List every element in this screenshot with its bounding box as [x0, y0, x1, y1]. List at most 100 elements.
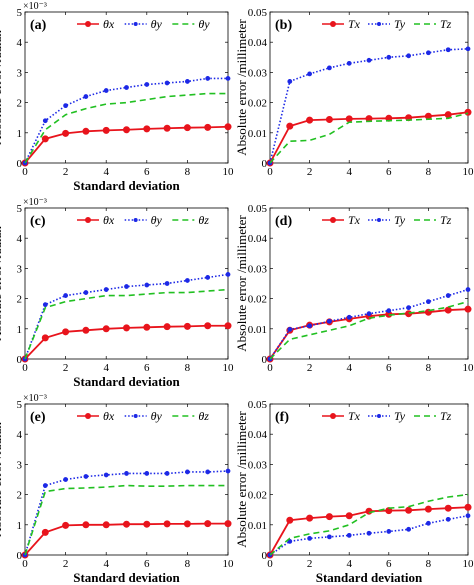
axis-multiplier: ×10⁻³ — [23, 393, 47, 404]
data-point — [366, 530, 372, 536]
x-tick-label: 10 — [223, 558, 235, 570]
data-point — [307, 323, 312, 329]
data-point — [42, 118, 48, 124]
data-point — [464, 305, 472, 313]
legend-marker — [330, 21, 336, 27]
legend-label: θx — [103, 17, 115, 31]
data-point — [63, 477, 68, 482]
data-point — [62, 521, 70, 529]
panel-label: (d) — [275, 214, 292, 229]
data-point — [224, 123, 232, 131]
series-z-2 — [24, 288, 229, 360]
data-point — [144, 471, 150, 476]
legend: θx θy θz — [77, 409, 209, 423]
y-tick-label: 2 — [17, 98, 23, 110]
series-x-0 — [21, 322, 232, 363]
legend-label: θx — [103, 213, 115, 227]
legend-label: Ty — [394, 17, 406, 31]
legend-marker — [330, 413, 336, 419]
legend-label: Tz — [440, 213, 452, 227]
y-tick-label: 3 — [17, 67, 23, 79]
y-tick-label: 5 — [17, 399, 23, 411]
axes-frame — [24, 11, 229, 164]
data-point — [346, 314, 352, 320]
data-point — [62, 129, 70, 137]
y-axis-label: Absolute error /radian — [0, 226, 4, 341]
data-point — [464, 503, 472, 511]
data-point — [82, 521, 90, 529]
x-tick-label: 8 — [426, 166, 432, 178]
data-point — [62, 328, 70, 336]
data-point — [346, 532, 352, 538]
data-point — [204, 322, 212, 330]
y-tick-label: 0.01 — [248, 128, 267, 140]
axes-frame — [24, 207, 229, 360]
x-tick-label: 2 — [307, 166, 313, 178]
x-tick-label: 4 — [103, 362, 109, 374]
data-point — [225, 468, 231, 474]
series-line — [24, 522, 228, 556]
data-point — [205, 275, 211, 280]
data-point — [424, 505, 432, 513]
data-point — [124, 85, 129, 90]
x-tick-label: 0 — [267, 362, 273, 374]
y-tick-label: 2 — [17, 294, 23, 306]
legend-label: Tx — [348, 17, 361, 31]
data-point — [164, 80, 170, 86]
x-tick-label: 6 — [386, 166, 392, 178]
y-axis-label: Absolute error /millimeter — [234, 215, 249, 352]
data-point — [325, 116, 333, 124]
data-point — [405, 310, 413, 318]
data-point — [465, 513, 471, 519]
legend-marker — [133, 414, 138, 418]
legend-label: θy — [151, 17, 163, 31]
legend-label: θx — [103, 409, 115, 423]
data-point — [307, 71, 312, 77]
legend-marker — [85, 217, 91, 223]
x-tick-label: 4 — [346, 362, 352, 374]
panel-e: 0 2 4 6 8 10 0 1 2 3 4 5×10⁻³ Standard deviation Abso… — [0, 393, 234, 585]
y-tick-label: 0.03 — [248, 459, 268, 471]
data-point — [465, 46, 471, 52]
y-tick-label: 0.05 — [248, 203, 268, 215]
series-z-2 — [269, 300, 469, 360]
y-tick-label: 3 — [17, 459, 23, 471]
y-axis-label: Absolute error /millimeter — [234, 411, 249, 548]
x-tick-label: 2 — [307, 558, 313, 570]
data-point — [346, 60, 352, 66]
data-point — [326, 534, 332, 540]
legend-marker — [330, 217, 336, 223]
x-tick-label: 8 — [185, 166, 191, 178]
x-tick-label: 0 — [267, 166, 273, 178]
x-tick-label: 10 — [223, 166, 235, 178]
data-point — [183, 124, 191, 132]
series-line — [24, 92, 228, 164]
series-line — [24, 77, 228, 164]
data-point — [406, 53, 411, 59]
axes-frame — [269, 11, 469, 164]
data-point — [83, 94, 89, 99]
y-tick-label: 5 — [17, 203, 23, 215]
y-tick-label: 0.04 — [248, 37, 268, 49]
x-tick-label: 2 — [63, 558, 69, 570]
series-line — [269, 288, 469, 360]
data-point — [102, 325, 110, 333]
data-point — [103, 287, 109, 292]
data-point — [83, 290, 89, 295]
panel-label: (a) — [30, 18, 47, 33]
data-point — [224, 520, 232, 528]
data-point — [184, 278, 190, 283]
data-point — [306, 514, 314, 522]
legend: Tx Ty Tz — [322, 409, 452, 423]
legend: Tx Ty Tz — [322, 17, 452, 31]
x-tick-label: 4 — [346, 558, 352, 570]
panel-c: 0 2 4 6 8 10 0 1 2 3 4 5×10⁻³ Standard deviation Abso… — [0, 197, 234, 389]
y-tick-label: 0 — [17, 550, 23, 562]
series-z-2 — [24, 484, 228, 556]
x-axis-label: Standard deviation — [73, 570, 180, 585]
legend-marker — [133, 22, 138, 26]
panel-label: (c) — [30, 214, 46, 229]
